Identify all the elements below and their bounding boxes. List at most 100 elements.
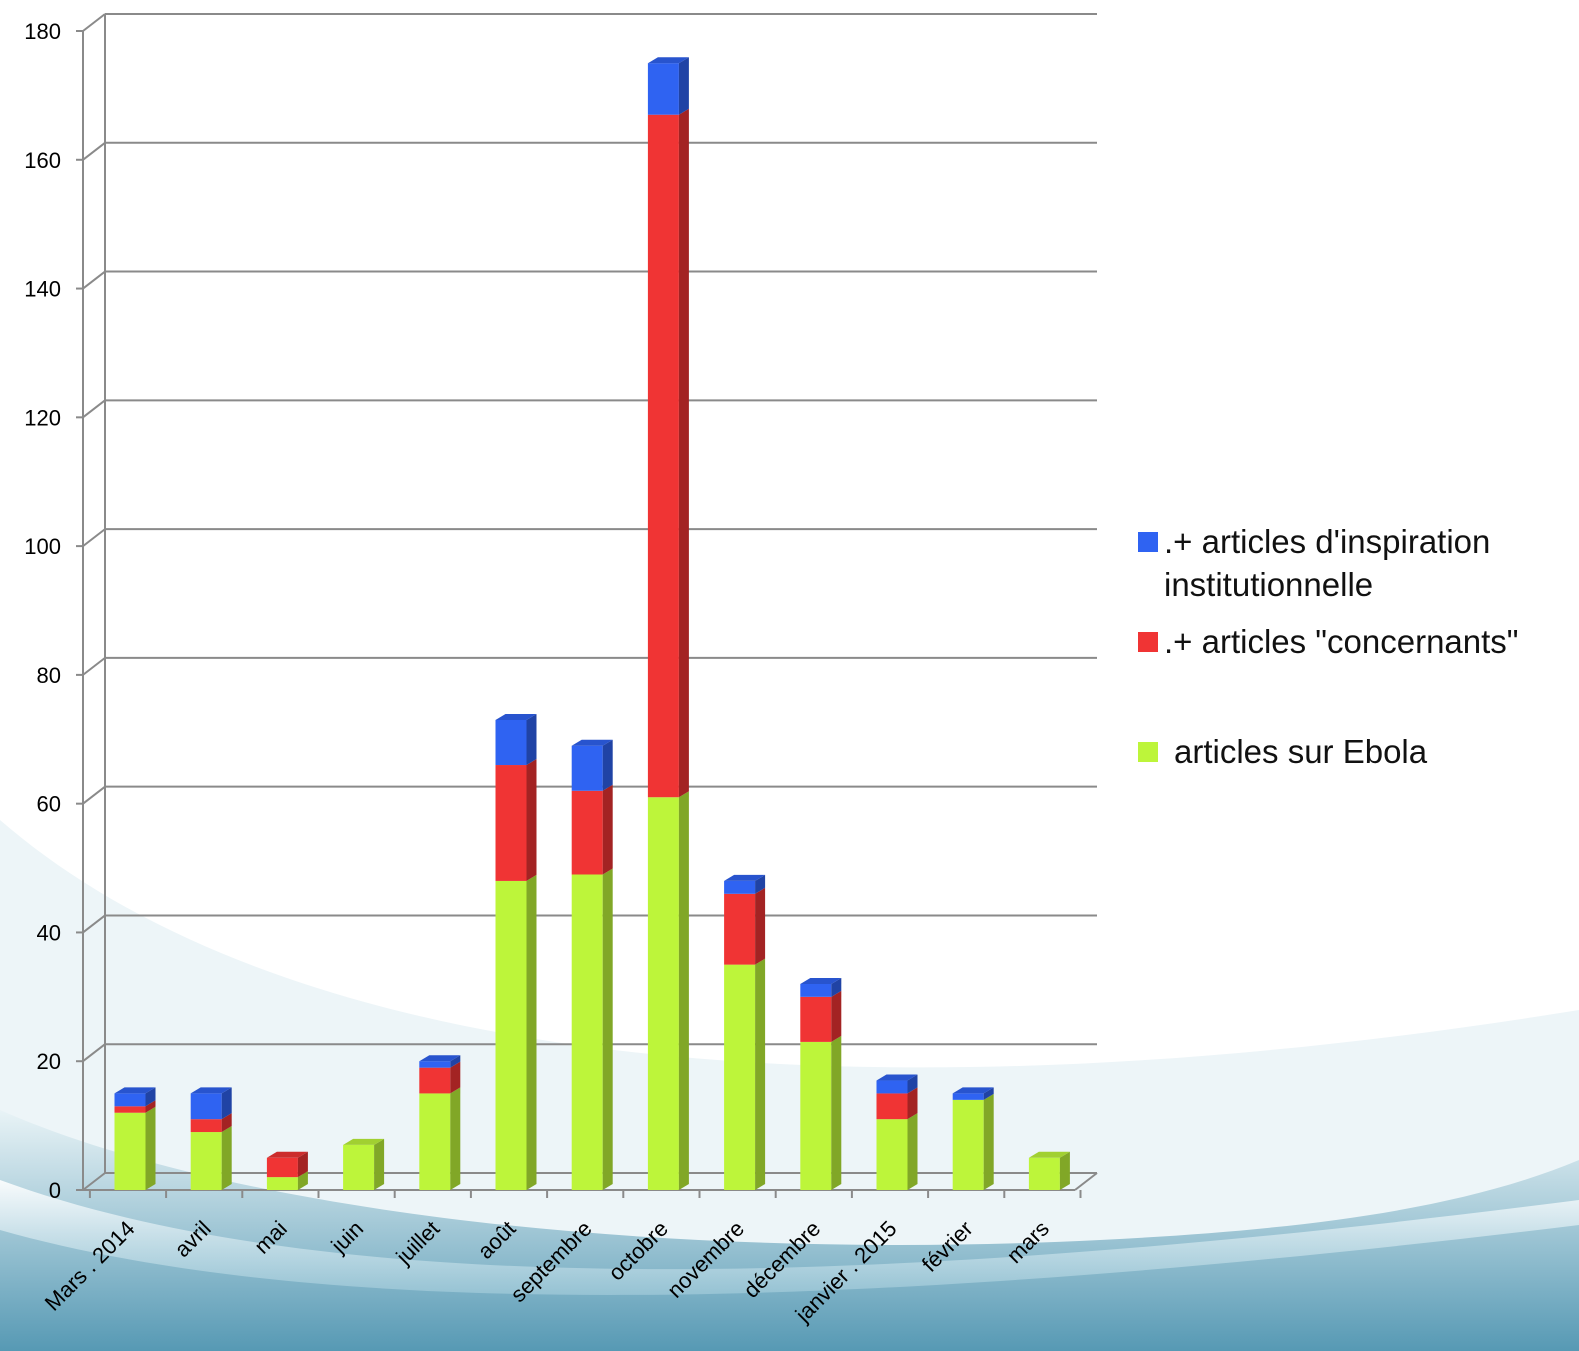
x-category-label: mai [249, 1216, 292, 1259]
bar-segment-top [647, 57, 689, 64]
gridline-depth [82, 399, 106, 419]
bar-segment-side [907, 1113, 918, 1190]
y-tick-label: 100 [24, 534, 61, 559]
y-tick-label: 80 [37, 663, 61, 688]
bar-segment [800, 996, 832, 1042]
bar-segment-side [374, 1138, 385, 1190]
bar-segment [495, 765, 527, 881]
y-tick-label: 140 [24, 277, 61, 302]
bar-segment-top [800, 977, 842, 984]
bar-segment-top [266, 1151, 308, 1158]
bar-segment [266, 1157, 298, 1178]
y-tick-label: 160 [24, 148, 61, 173]
gridline-depth [82, 1043, 106, 1063]
bar-segment [571, 874, 603, 1190]
bar-segment-side [907, 1087, 918, 1120]
bar-segment-side [755, 874, 766, 894]
legend-item-institutionnelle: .+ articles d'inspiration institutionnel… [1138, 520, 1568, 606]
bar-segment-side [678, 791, 689, 1190]
gridline-depth [82, 13, 106, 32]
bar-segment-top [952, 1087, 994, 1094]
bar-segment-top [1028, 1151, 1070, 1158]
bar-segment [952, 1093, 984, 1100]
x-category-label: novembre [662, 1216, 749, 1303]
bar-segment [647, 114, 679, 798]
bar-segment [876, 1080, 908, 1094]
bar-stack [114, 1087, 156, 1190]
gridline-depth [82, 1172, 106, 1191]
bar-segment-side [145, 1087, 156, 1107]
x-category-label: octobre [603, 1216, 673, 1286]
bar-segment-side [602, 784, 613, 875]
bar-segment [266, 1177, 298, 1190]
bar-stack [647, 57, 689, 1190]
bar-stack [724, 874, 766, 1190]
bar-segment-side [145, 1106, 156, 1190]
bar-segment [1028, 1157, 1060, 1190]
bar-segment [495, 880, 527, 1190]
bar-segment-side [831, 990, 842, 1042]
bar-segment-side [755, 887, 766, 965]
bar-segment-side [450, 1061, 461, 1094]
bar-segment-side [221, 1126, 232, 1190]
y-tick-label: 60 [37, 792, 61, 817]
bar-segment [571, 745, 603, 791]
bar-segment-side [678, 108, 689, 798]
bar-stack [419, 1055, 461, 1190]
bar-segment [571, 790, 603, 875]
bar-segment-side [450, 1087, 461, 1190]
bar-stack [876, 1074, 918, 1190]
bar-segment [800, 1041, 832, 1190]
x-category-label: août [473, 1216, 521, 1264]
bar-segment-side [831, 1035, 842, 1190]
legend-item-concernants: .+ articles "concernants" [1138, 620, 1568, 663]
legend-item-ebola: articles sur Ebola [1138, 730, 1568, 773]
legend-label-continued: institutionnelle [1164, 566, 1374, 603]
bar-stack [190, 1087, 232, 1190]
x-category-label: avril [170, 1216, 216, 1262]
bar-stack [952, 1087, 994, 1190]
bar-segment-side [602, 739, 613, 791]
bar-segment [190, 1093, 222, 1120]
bar-segment-top [724, 874, 766, 881]
bar-segment [190, 1119, 222, 1133]
bar-segment [647, 797, 679, 1190]
bar-segment-side [297, 1171, 308, 1190]
bar-segment-top [495, 713, 537, 720]
bar-segment [419, 1067, 451, 1094]
bar-segment [724, 880, 756, 894]
bar-segment-side [526, 713, 537, 766]
x-category-label: septembre [506, 1216, 597, 1307]
x-category-label: février [917, 1216, 978, 1277]
bars [114, 57, 1070, 1190]
bar-stack [266, 1151, 308, 1190]
bar-segment-top [190, 1087, 232, 1094]
bar-stack [800, 977, 842, 1190]
bar-segment [876, 1093, 908, 1120]
y-tick-label: 20 [37, 1049, 61, 1074]
gridline-depth [82, 528, 106, 547]
gridline-depth [82, 270, 106, 290]
bar-segment-side [221, 1113, 232, 1133]
bar-segment [190, 1132, 222, 1190]
bar-segment [114, 1093, 146, 1107]
bar-segment [724, 964, 756, 1190]
floor-edge [1074, 1172, 1098, 1191]
y-tick-label: 180 [24, 19, 61, 44]
bar-segment-side [526, 874, 537, 1190]
gridline-depth [82, 914, 106, 934]
bar-segment-top [419, 1055, 461, 1062]
legend-swatch-red [1138, 632, 1158, 652]
bar-segment [419, 1061, 451, 1068]
bar-segment [114, 1106, 146, 1113]
legend-label: .+ articles d'inspiration [1164, 523, 1491, 560]
y-tick-label: 120 [24, 405, 61, 430]
bar-segment [419, 1093, 451, 1190]
bar-segment-side [145, 1100, 156, 1113]
x-category-label: juillet [390, 1216, 444, 1270]
bar-segment [647, 63, 679, 115]
bar-segment-side [907, 1074, 918, 1094]
bar-segment-top [343, 1138, 385, 1145]
